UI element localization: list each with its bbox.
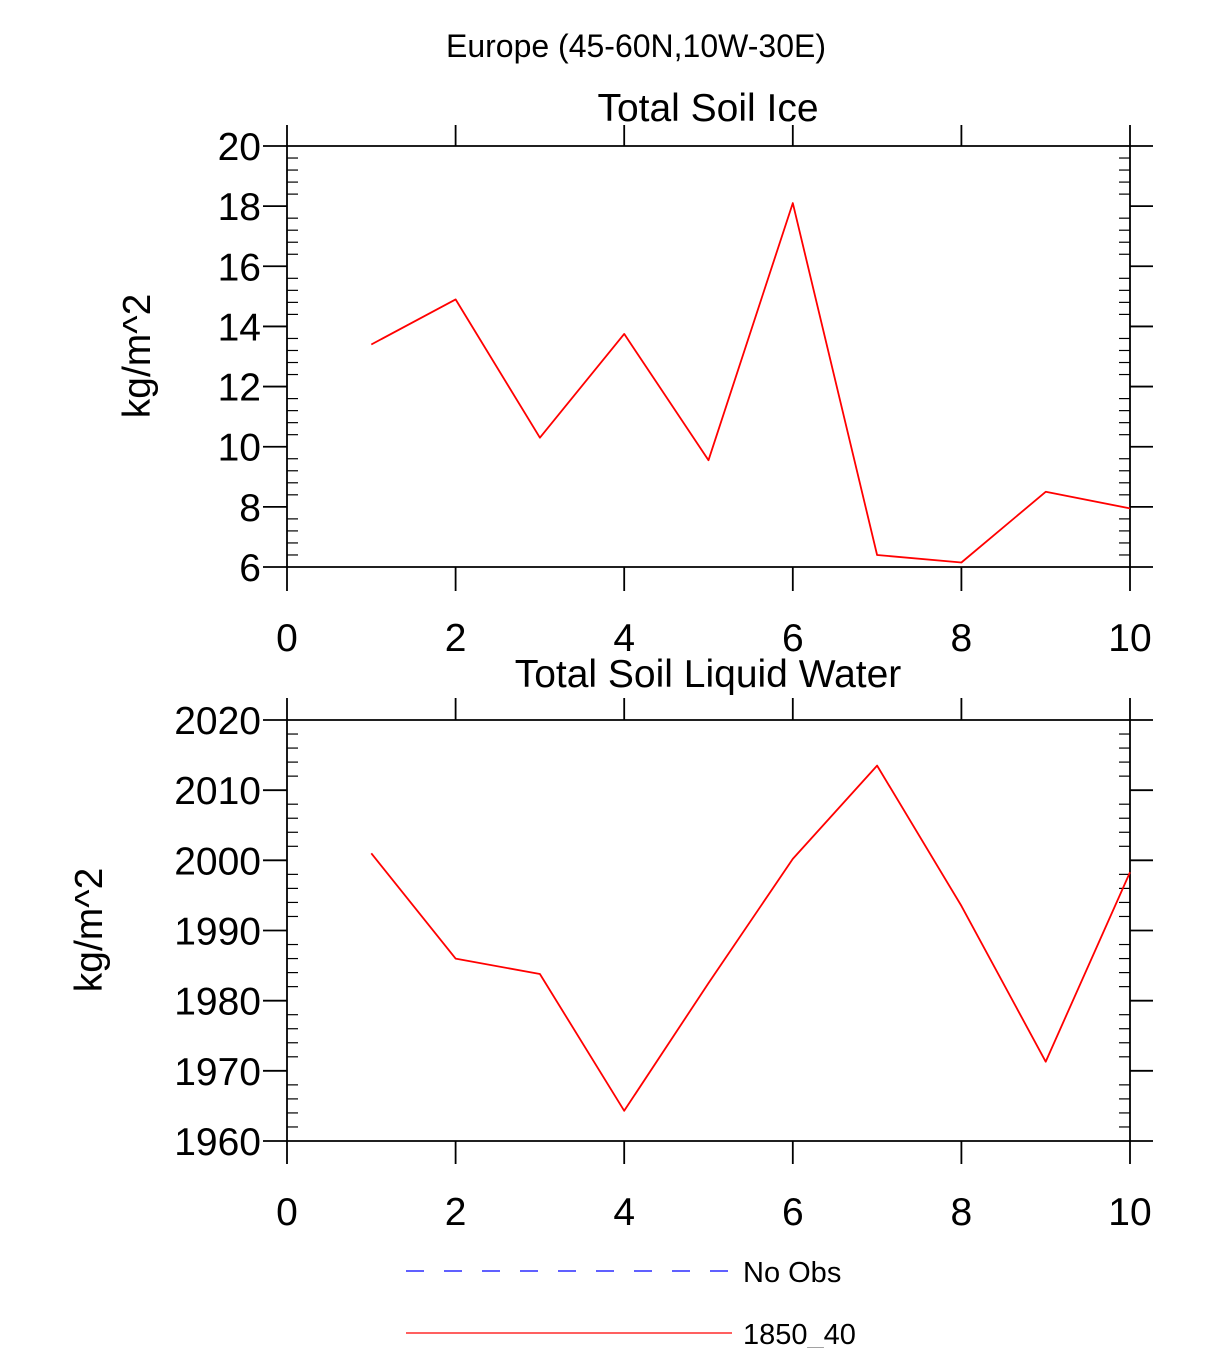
panel-soil-ice: Total Soil Ice kg/m^2 0 2 4 6 8 10 6 8 10 12 14 16 1… [116,87,1153,660]
x-tick-label: 4 [613,617,635,660]
y-tick-label: 20 [218,126,261,169]
legend-label: 1850_40 [743,1319,856,1348]
figure-suptitle: Europe (45-60N,10W-30E) [446,28,826,64]
series-line-1850-40 [370,202,1131,564]
x-tick-label: 2 [445,1191,467,1234]
x-tick-label: 0 [276,1191,298,1234]
y-tick-label: 6 [239,547,261,590]
x-tick-label: 0 [276,617,298,660]
x-tick-label: 10 [1108,1191,1151,1234]
panel-title: Total Soil Ice [597,87,818,130]
y-tick-label: 8 [239,487,261,530]
y-axis-label: kg/m^2 [116,294,159,419]
x-tick-label: 6 [782,617,804,660]
y-tick-label: 1960 [174,1121,261,1164]
legend: No Obs 1850_40 [406,1257,856,1351]
axes: 0 2 4 6 8 10 1960 1970 1980 1990 2000 2010 2020 [174,698,1153,1234]
y-tick-label: 2000 [174,840,261,883]
panel-soil-liquid-water: Total Soil Liquid Water kg/m^2 0 2 4 6 8 10 19… [68,653,1153,1234]
y-tick-label: 18 [218,186,261,229]
y-tick-label: 1970 [174,1051,261,1094]
x-tick-label: 6 [782,1191,804,1234]
y-tick-label: 12 [218,367,261,410]
x-tick-label: 2 [445,617,467,660]
legend-label: No Obs [743,1257,841,1289]
x-tick-label: 8 [951,617,973,660]
y-tick-label: 2010 [174,770,261,813]
y-tick-label: 14 [218,306,261,349]
y-tick-label: 10 [218,427,261,470]
y-tick-label: 1980 [174,981,261,1024]
series-line-1850-40 [370,764,1131,1112]
x-tick-label: 10 [1108,617,1151,660]
panel-title: Total Soil Liquid Water [515,653,902,696]
series-group [370,764,1131,1112]
x-tick-label: 8 [951,1191,973,1234]
axes: 0 2 4 6 8 10 6 8 10 12 14 16 18 20 [218,125,1153,660]
y-axis-label: kg/m^2 [68,868,111,993]
y-tick-label: 16 [218,246,261,289]
x-tick-label: 4 [613,1191,635,1234]
y-tick-label: 1990 [174,911,261,954]
series-group [370,202,1131,564]
y-tick-label: 2020 [174,700,261,743]
